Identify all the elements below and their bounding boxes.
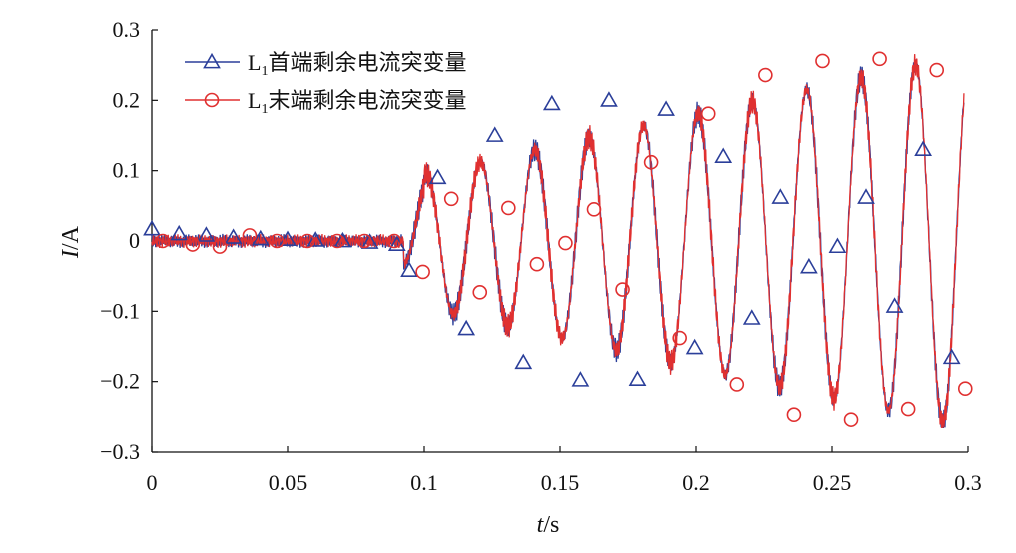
triangle-marker [771, 188, 790, 204]
triangle-marker [333, 231, 352, 248]
x-tick-label: 0.25 [813, 470, 852, 495]
y-tick-label: −0.2 [100, 369, 140, 394]
y-tick-label: 0.3 [113, 17, 141, 42]
y-axis-unit: /A [58, 225, 84, 250]
x-tick-label: 0 [147, 470, 158, 495]
x-tick-label: 0.3 [954, 470, 982, 495]
triangle-marker [828, 237, 847, 254]
circle-marker [386, 233, 402, 249]
triangle-marker [360, 233, 379, 249]
triangle-marker [279, 230, 297, 247]
legend-circle-marker [204, 92, 220, 108]
triangle-marker [457, 319, 476, 336]
triangle-marker [742, 309, 761, 325]
circle-marker [242, 228, 258, 243]
x-axis-unit: /s [543, 512, 559, 538]
triangle-marker [251, 229, 270, 246]
circle-marker [558, 235, 573, 251]
triangle-marker [197, 226, 216, 242]
circle-marker [957, 381, 973, 397]
triangle-marker [885, 297, 904, 313]
circle-marker [900, 401, 916, 417]
x-axis-var: t [537, 512, 545, 538]
triangle-marker [714, 147, 733, 164]
x-axis-ticks: 0 0.05 0.1 0.15 0.2 0.25 0.3 [147, 446, 982, 495]
y-axis-label: I/A [58, 225, 84, 259]
circle-marker [643, 154, 659, 170]
y-tick-label: −0.3 [100, 439, 140, 464]
triangle-marker [628, 370, 647, 386]
circle-marker [586, 202, 602, 217]
circle-marker [299, 233, 315, 249]
legend-triangle-marker [203, 52, 221, 69]
triangle-marker [657, 100, 675, 116]
circle-marker [529, 256, 545, 272]
triangle-marker [428, 168, 447, 185]
triangle-marker [857, 188, 875, 204]
triangle-marker [914, 140, 932, 156]
circle-marker [472, 285, 488, 300]
circle-marker [758, 67, 773, 83]
y-tick-label: 0.2 [113, 87, 141, 112]
y-tick-label: −0.1 [100, 298, 140, 323]
circle-marker [700, 106, 716, 121]
triangle-marker [224, 228, 243, 244]
triangle-marker [942, 348, 961, 365]
y-axis-var: I [58, 249, 84, 259]
triangle-marker [800, 257, 818, 274]
circle-marker [155, 233, 171, 249]
triangle-marker [514, 353, 533, 370]
triangle-marker [571, 371, 590, 387]
y-axis-ticks: −0.3 −0.2 −0.1 0 0.1 0.2 0.3 [100, 17, 158, 464]
legend: L1首端剩余电流突变量 L1末端剩余电流突变量 [185, 50, 466, 117]
x-tick-label: 0.05 [269, 470, 308, 495]
series-line [151, 54, 965, 429]
triangle-marker [485, 126, 504, 142]
circle-marker [356, 233, 372, 249]
plot-area [143, 51, 973, 429]
triangle-marker [306, 231, 325, 247]
circle-marker [872, 51, 887, 67]
circle-marker [443, 191, 459, 207]
x-tick-label: 0.1 [410, 470, 438, 495]
circle-marker [185, 237, 201, 252]
circle-marker [815, 53, 830, 69]
circle-marker [843, 412, 859, 427]
triangle-marker [542, 94, 561, 111]
legend-label: L1首端剩余电流突变量 [248, 50, 466, 79]
x-axis-label: t/s [537, 512, 560, 538]
x-tick-label: 0.2 [682, 470, 710, 495]
triangle-marker [600, 91, 618, 107]
circle-marker [501, 200, 516, 216]
circle-marker [929, 62, 945, 78]
circle-marker [615, 282, 630, 297]
triangle-marker [143, 219, 161, 236]
circle-marker [415, 264, 430, 280]
circle-marker [329, 233, 345, 249]
y-tick-label: 0 [129, 228, 140, 253]
circle-marker [672, 330, 687, 346]
y-tick-label: 0.1 [113, 158, 141, 183]
triangle-marker [170, 224, 189, 241]
circle-marker [729, 377, 745, 392]
triangle-marker [400, 261, 418, 277]
circle-marker [212, 239, 228, 254]
triangle-marker [685, 338, 704, 355]
circle-marker [269, 233, 285, 249]
circle-marker [786, 407, 802, 423]
legend-label: L1末端剩余电流突变量 [248, 88, 466, 117]
x-tick-label: 0.15 [541, 470, 580, 495]
